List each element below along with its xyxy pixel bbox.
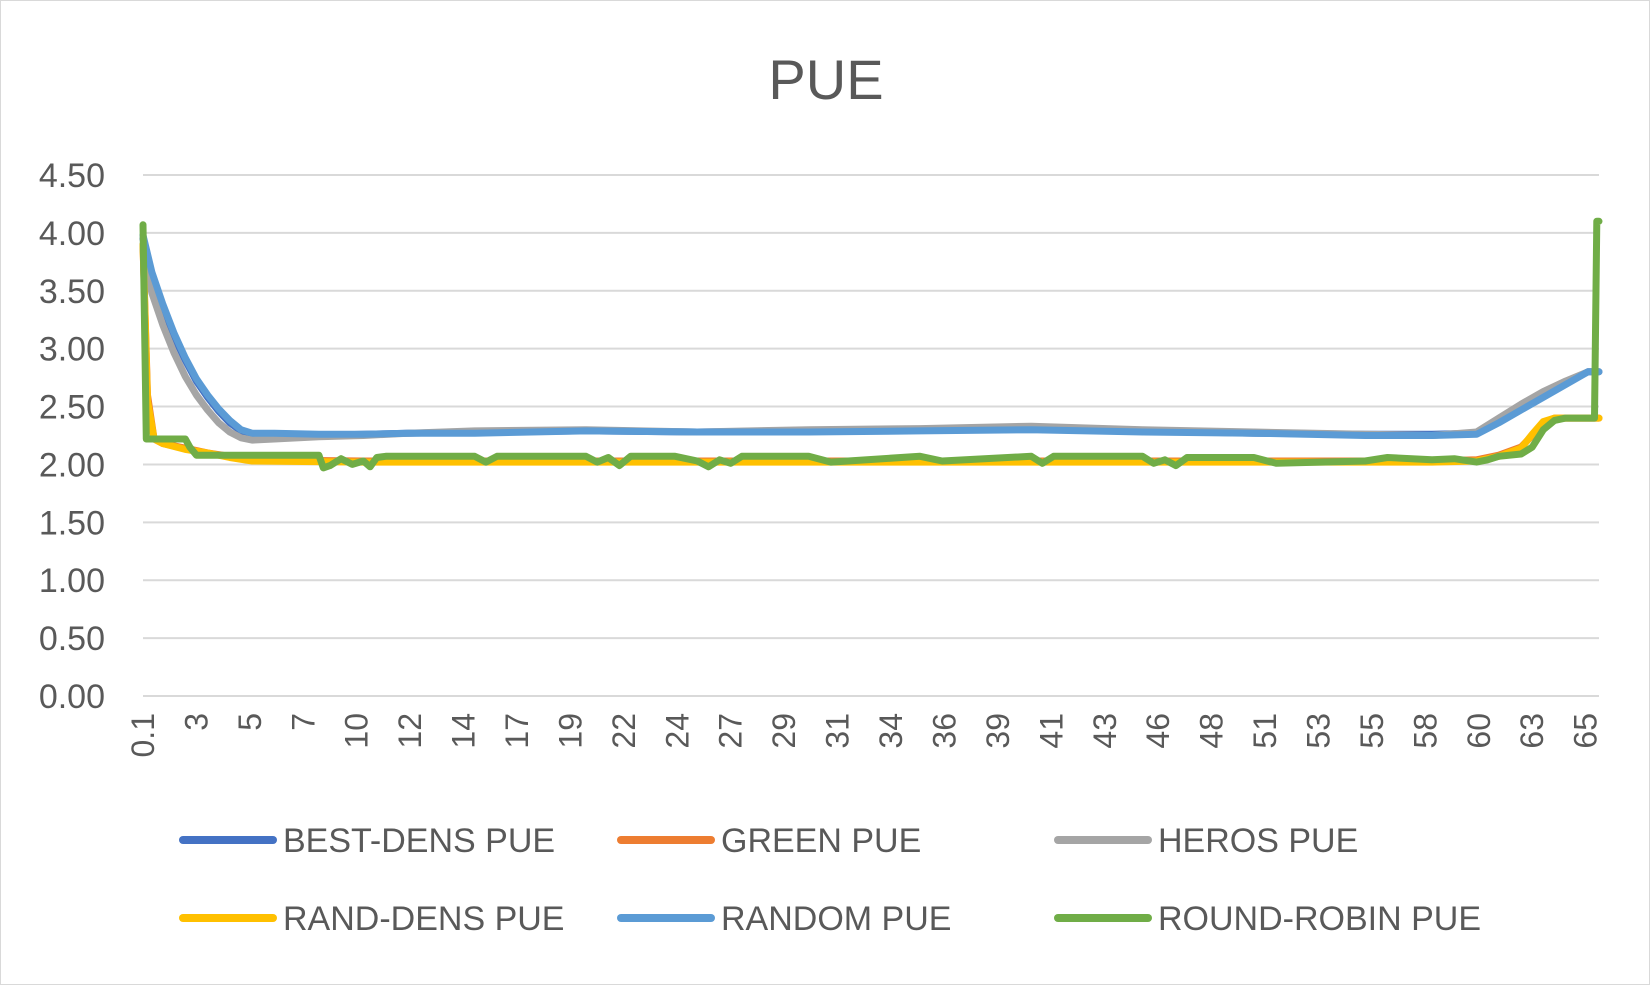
- series-lines: [139, 217, 1603, 472]
- legend-label-rand-dens-pue: RAND-DENS PUE: [283, 900, 564, 938]
- y-tick-label: 4.50: [39, 157, 105, 195]
- legend-label-best-dens-pue: BEST-DENS PUE: [283, 822, 555, 860]
- x-tick-label: 0.1: [125, 713, 161, 757]
- legend-label-green-pue: GREEN PUE: [721, 822, 921, 860]
- series-line-round-robin-pue: [139, 217, 1603, 472]
- legend-label-random-pue: RANDOM PUE: [721, 900, 951, 938]
- x-tick-label: 63: [1514, 713, 1550, 749]
- x-tick-label: 19: [552, 713, 588, 749]
- chart-title: PUE: [768, 48, 883, 111]
- x-tick-label: 36: [926, 713, 962, 749]
- y-tick-label: 3.00: [39, 331, 105, 369]
- y-tick-label: 3.50: [39, 273, 105, 311]
- legend-label-round-robin-pue: ROUND-ROBIN PUE: [1158, 900, 1481, 938]
- x-tick-label: 46: [1140, 713, 1176, 749]
- x-tick-label: 58: [1407, 713, 1443, 749]
- x-tick-label: 29: [766, 713, 802, 749]
- y-tick-label: 2.50: [39, 389, 105, 427]
- x-tick-label: 65: [1568, 713, 1604, 749]
- x-axis-tick-labels: 0.1 3 5 7 10 12 14 17 19 22 24 27 29 31 34 36 39 41 43 46 48…: [125, 713, 1604, 757]
- y-tick-label: 1.50: [39, 504, 105, 542]
- y-tick-label: 2.00: [39, 446, 105, 484]
- x-tick-label: 22: [606, 713, 642, 749]
- x-tick-label: 43: [1087, 713, 1123, 749]
- x-tick-label: 27: [713, 713, 749, 749]
- x-tick-label: 48: [1194, 713, 1230, 749]
- x-tick-label: 5: [232, 713, 268, 731]
- x-tick-label: 17: [499, 713, 535, 749]
- series-line-rand-dens-pue: [139, 241, 1603, 466]
- x-tick-label: 24: [659, 713, 695, 749]
- x-tick-label: 3: [178, 713, 214, 731]
- x-tick-label: 34: [873, 713, 909, 749]
- x-tick-label: 53: [1300, 713, 1336, 749]
- x-tick-label: 31: [820, 713, 856, 749]
- x-tick-label: 14: [446, 713, 482, 749]
- x-tick-label: 55: [1354, 713, 1390, 749]
- x-tick-label: 41: [1033, 713, 1069, 749]
- y-tick-label: 0.50: [39, 620, 105, 658]
- x-tick-label: 60: [1461, 713, 1497, 749]
- y-tick-label: 0.00: [39, 678, 105, 716]
- x-tick-label: 7: [285, 713, 321, 731]
- legend: BEST-DENS PUE GREEN PUE HEROS PUE RAND-DENS…: [179, 822, 1481, 938]
- legend-label-heros-pue: HEROS PUE: [1158, 822, 1358, 860]
- x-tick-label: 51: [1247, 713, 1283, 749]
- series-line-random-pue: [139, 231, 1603, 439]
- series-line-heros-pue: [139, 246, 1603, 444]
- x-tick-label: 10: [339, 713, 375, 749]
- x-tick-label: 12: [392, 713, 428, 749]
- y-tick-label: 4.00: [39, 215, 105, 253]
- y-axis-tick-labels: 0.00 0.50 1.00 1.50 2.00 2.50 3.00 3.50 4.00 4.50: [39, 157, 105, 716]
- y-tick-label: 1.00: [39, 562, 105, 600]
- x-tick-label: 39: [980, 713, 1016, 749]
